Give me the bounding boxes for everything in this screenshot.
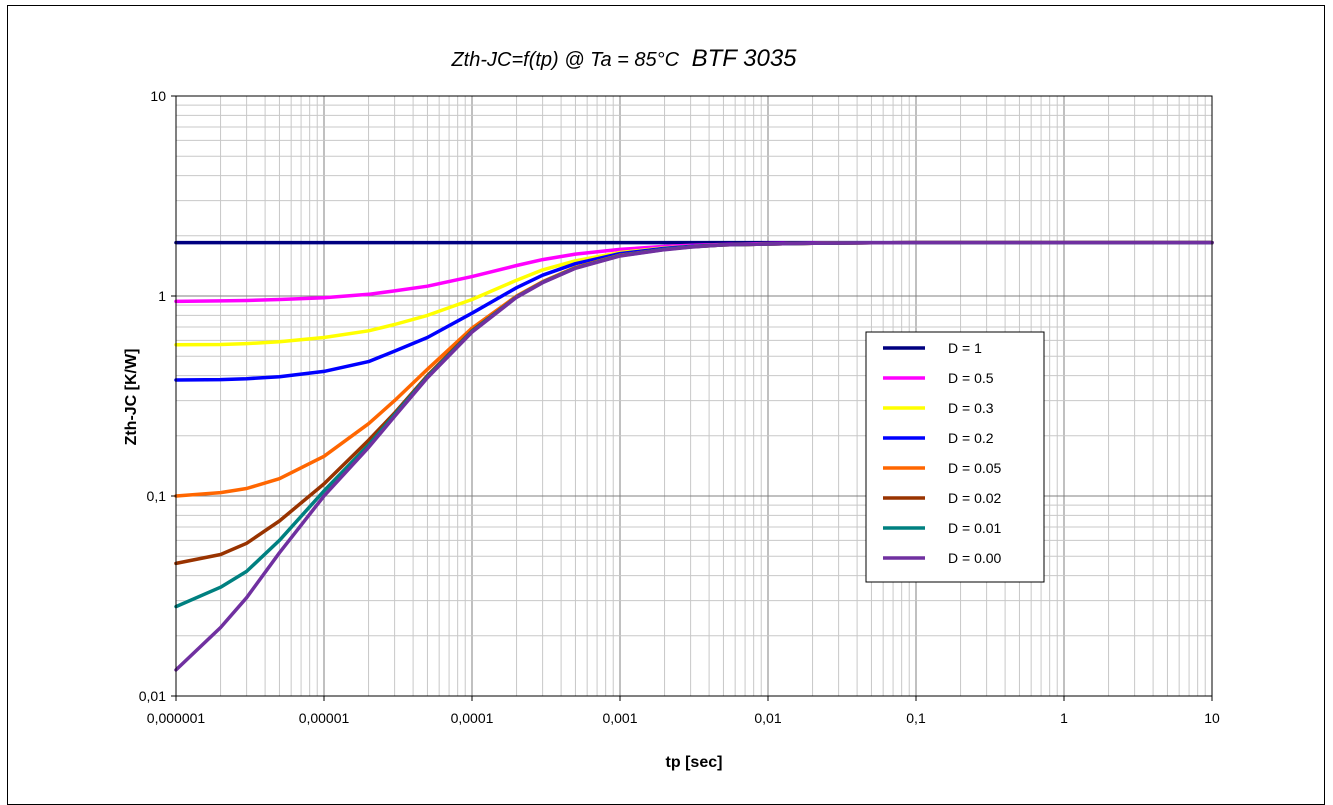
plot-border: [176, 96, 1212, 696]
legend-label: D = 0.01: [948, 520, 1002, 536]
x-axis-label: tp [sec]: [666, 754, 723, 771]
legend-label: D = 1: [948, 340, 982, 356]
x-tick-label: 0,000001: [147, 710, 206, 726]
x-tick-label: 0,1: [906, 710, 926, 726]
series-line-3: [176, 243, 1212, 345]
x-tick-label: 10: [1204, 710, 1220, 726]
y-tick-label: 0,01: [139, 688, 166, 704]
series-line-4: [176, 243, 1212, 380]
legend-label: D = 0.2: [948, 430, 994, 446]
x-tick-label: 0,0001: [451, 710, 494, 726]
y-tick-label: 10: [150, 88, 166, 104]
legend-label: D = 0.00: [948, 550, 1002, 566]
x-tick-label: 0,01: [754, 710, 781, 726]
x-tick-label: 1: [1060, 710, 1068, 726]
legend-label: D = 0.3: [948, 400, 994, 416]
chart-title: Zth-JC=f(tp) @ Ta = 85°C BTF 3035: [450, 45, 797, 72]
x-tick-label: 0,00001: [299, 710, 350, 726]
legend: D = 1 D = 0.5 D = 0.3 D = 0.2 D = 0.05 D = 0.…: [866, 332, 1044, 582]
series-line-2: [176, 243, 1212, 302]
y-axis-label: Zth-JC [K/W]: [123, 349, 140, 446]
grid: [176, 96, 1212, 696]
y-tick-label: 0,1: [147, 488, 167, 504]
series-layer: [176, 243, 1212, 670]
legend-label: D = 0.05: [948, 460, 1002, 476]
chart-title-part: BTF 3035: [692, 45, 798, 72]
legend-label: D = 0.5: [948, 370, 994, 386]
y-tick-label: 1: [158, 288, 166, 304]
legend-label: D = 0.02: [948, 490, 1002, 506]
chart-title-main: Zth-JC=f(tp) @ Ta = 85°C: [450, 49, 679, 71]
x-tick-label: 0,001: [602, 710, 637, 726]
series-line-8: [176, 243, 1212, 670]
